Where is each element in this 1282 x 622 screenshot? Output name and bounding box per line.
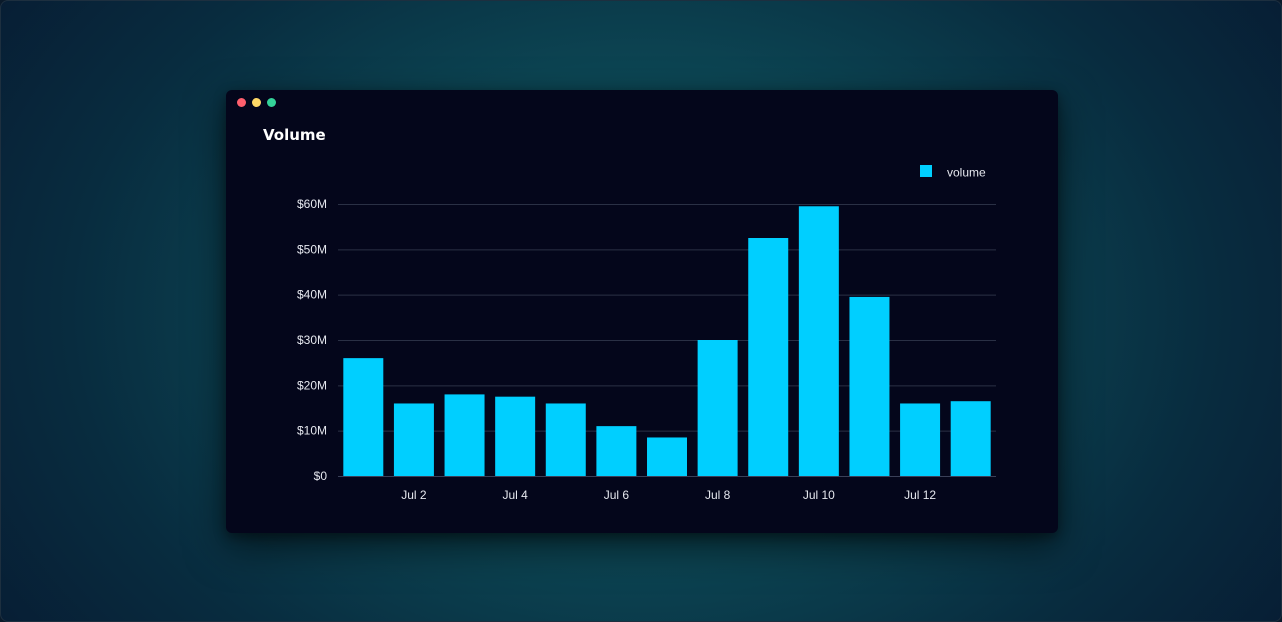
bar-jul-10[interactable]: [798, 206, 839, 476]
y-axis-ticks: $0 $10M $20M $30M $40M $50M $60M: [297, 197, 327, 483]
legend: volume: [920, 165, 986, 180]
bar-jul-13[interactable]: [950, 401, 991, 476]
bar-chart: $0$10M$20M$30M$40M$50M$60M Jul 2 Jul 4 Jul…: [297, 165, 996, 502]
legend-label[interactable]: volume: [947, 166, 986, 180]
x-tick-label: Jul 6: [604, 488, 630, 502]
y-tick-label: $60M: [297, 197, 327, 211]
y-tick-label: $30M: [297, 333, 327, 347]
x-tick-label: Jul 10: [803, 488, 835, 502]
maximize-dot[interactable]: [267, 98, 276, 107]
legend-swatch[interactable]: [920, 165, 932, 177]
y-tick-label: $0: [314, 469, 328, 483]
y-tick-label: $40M: [297, 288, 327, 302]
close-dot[interactable]: [237, 98, 246, 107]
x-tick-label: Jul 2: [401, 488, 427, 502]
x-axis-ticks: Jul 2 Jul 4 Jul 6 Jul 8 Jul 10 Jul 12: [401, 488, 936, 502]
bar-jul-9[interactable]: [748, 238, 789, 476]
bar-jul-8[interactable]: [697, 340, 738, 476]
bar-jul-6[interactable]: [596, 426, 637, 476]
bar-jul-11[interactable]: [849, 296, 890, 476]
bar-jul-4[interactable]: [495, 396, 536, 476]
bar-jul-3[interactable]: [444, 394, 485, 476]
bar-jul-7[interactable]: [647, 437, 687, 476]
minimize-dot[interactable]: [252, 98, 261, 107]
y-tick-label: $20M: [297, 378, 327, 392]
bars: [343, 206, 991, 476]
x-tick-label: Jul 4: [502, 488, 528, 502]
grid-lines: [338, 204, 996, 477]
x-tick-label: Jul 12: [904, 488, 936, 502]
y-tick-label: $10M: [297, 424, 327, 438]
bar-jul-5[interactable]: [545, 403, 586, 476]
y-tick-label: $50M: [297, 242, 327, 256]
bar-jul-2[interactable]: [393, 403, 434, 476]
chart-title: Volume: [263, 126, 326, 144]
x-tick-label: Jul 8: [705, 488, 731, 502]
bar-jul-1[interactable]: [343, 358, 384, 476]
bar-jul-12[interactable]: [900, 403, 941, 476]
